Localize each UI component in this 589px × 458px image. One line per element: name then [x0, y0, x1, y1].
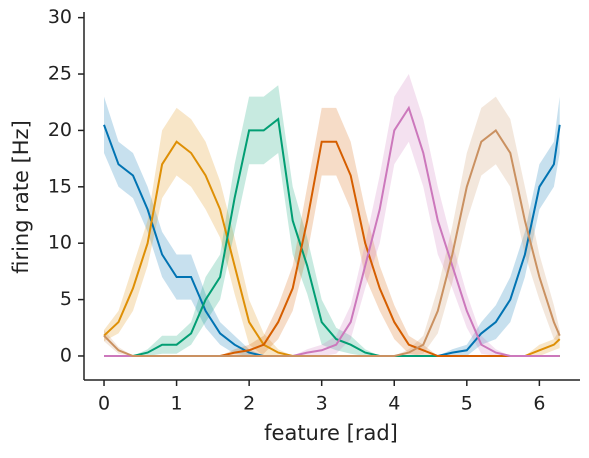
confidence-band	[104, 107, 560, 357]
y-tick-label: 25	[48, 63, 72, 85]
x-tick-label: 4	[388, 393, 400, 415]
x-axis-label: feature [rad]	[264, 421, 398, 445]
x-tick-label: 0	[98, 393, 110, 415]
y-tick-label: 30	[48, 6, 72, 28]
y-tick-label: 10	[48, 232, 72, 254]
x-tick-label: 2	[243, 393, 255, 415]
x-tick-label: 1	[171, 393, 183, 415]
confidence-band	[104, 96, 560, 356]
series-line	[103, 128, 561, 357]
y-tick-label: 0	[60, 344, 72, 366]
y-tick-label: 20	[48, 119, 72, 141]
y-tick-label: 15	[48, 175, 72, 197]
y-axis-label: firing rate [Hz]	[9, 120, 33, 274]
y-tick-label: 5	[60, 288, 72, 310]
confidence-band	[104, 85, 560, 357]
x-tick-label: 5	[461, 393, 473, 415]
x-tick-label: 6	[533, 393, 545, 415]
x-tick-label: 3	[316, 393, 328, 415]
